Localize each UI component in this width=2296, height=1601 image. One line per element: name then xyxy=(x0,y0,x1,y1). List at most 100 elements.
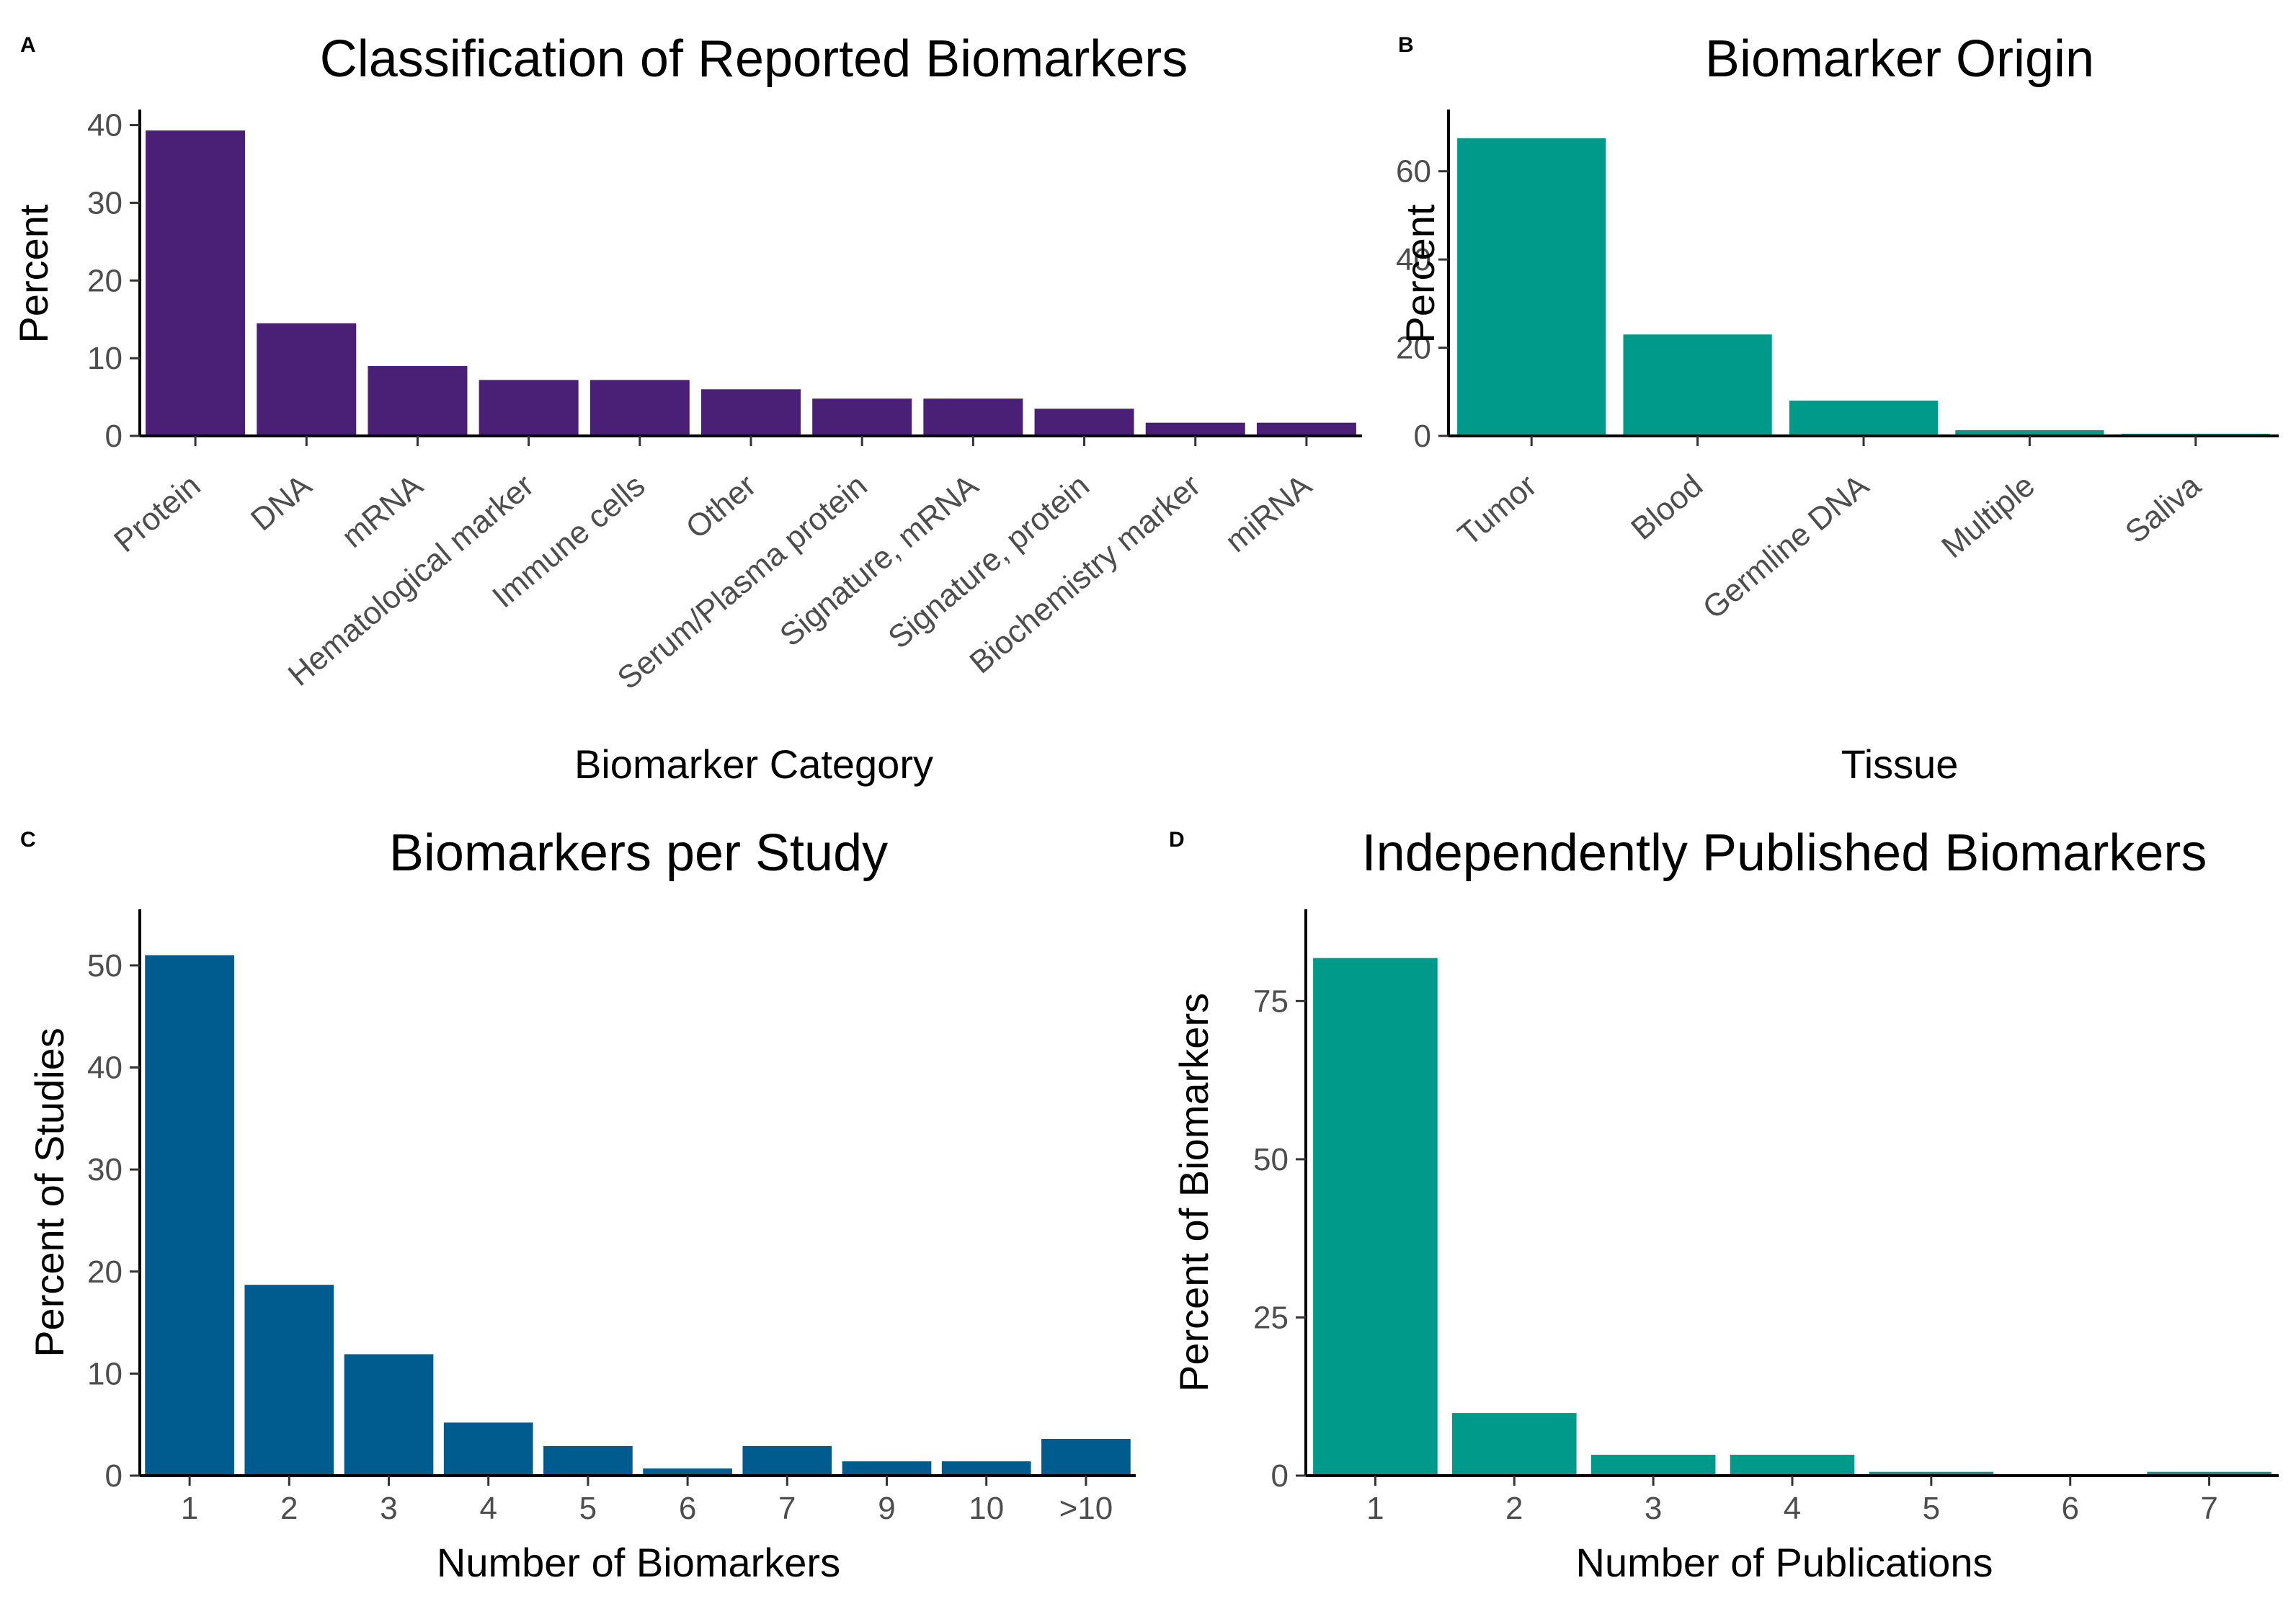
panel-letter: A xyxy=(20,33,36,57)
bar xyxy=(1313,958,1438,1476)
y-tick-label: 25 xyxy=(1253,1300,1289,1335)
bar xyxy=(812,398,912,436)
y-tick-label: 30 xyxy=(87,185,123,220)
bar xyxy=(643,1468,732,1476)
x-tick-label: 7 xyxy=(778,1491,796,1526)
y-tick-label: 20 xyxy=(87,263,123,298)
bar xyxy=(1451,1413,1577,1476)
bar xyxy=(368,365,468,436)
y-axis-title: Percent of Biomarkers xyxy=(1171,993,1216,1392)
bar xyxy=(145,955,234,1476)
y-tick-label: 20 xyxy=(1396,331,1431,366)
y-tick-label: 50 xyxy=(1253,1142,1289,1177)
x-tick-label: Germline DNA xyxy=(1696,468,1876,626)
panel-a: A Classification of Reported Biomarkers 0 1… xyxy=(11,30,1362,787)
y-tick-label: 40 xyxy=(1396,242,1431,277)
x-tick-label: 6 xyxy=(2061,1491,2078,1526)
y-axis-title: Percent xyxy=(1397,204,1443,343)
x-tick-label: 5 xyxy=(579,1491,597,1526)
y-tick-label: 40 xyxy=(87,1051,123,1086)
x-tick-label: Signature, protein xyxy=(881,468,1096,656)
chart-title: Biomarkers per Study xyxy=(389,824,888,882)
bar xyxy=(2147,1471,2271,1476)
bar xyxy=(941,1461,1031,1476)
x-tick-label: Saliva xyxy=(2119,468,2208,550)
bar xyxy=(1590,1455,1716,1476)
x-tick-label: 3 xyxy=(1645,1491,1662,1526)
bar xyxy=(742,1445,832,1476)
y-tick-label: 0 xyxy=(105,419,123,454)
bar xyxy=(1789,401,1939,436)
x-axis-title: Tissue xyxy=(1841,741,1959,787)
x-tick-label: 2 xyxy=(280,1491,298,1526)
y-tick-label: 0 xyxy=(1414,419,1431,454)
y-tick-label: 50 xyxy=(87,948,123,984)
x-tick-label: 9 xyxy=(878,1491,895,1526)
bar xyxy=(1256,422,1356,436)
y-tick-label: 10 xyxy=(87,341,123,376)
y-tick-label: 0 xyxy=(1271,1458,1289,1494)
y-tick-label: 20 xyxy=(87,1254,123,1290)
x-tick-label: 1 xyxy=(1366,1491,1384,1526)
x-tick-label: Signature, mRNA xyxy=(773,468,985,654)
x-tick-label: >10 xyxy=(1059,1491,1113,1526)
chart-title: Classification of Reported Biomarkers xyxy=(320,30,1188,88)
bar xyxy=(1730,1455,1855,1476)
x-axis-title: Number of Publications xyxy=(1576,1540,1993,1585)
x-tick-label: Blood xyxy=(1624,468,1709,547)
x-tick-label: 5 xyxy=(1923,1491,1940,1526)
x-tick-label: 2 xyxy=(1505,1491,1523,1526)
y-axis-title: Percent of Studies xyxy=(27,1027,72,1357)
panel-letter: B xyxy=(1398,33,1414,57)
x-tick-label: Protein xyxy=(107,468,207,559)
y-tick-label: 0 xyxy=(105,1458,123,1494)
x-tick-label: mRNA xyxy=(335,468,430,555)
y-tick-label: 60 xyxy=(1396,154,1431,189)
x-tick-label: 1 xyxy=(181,1491,198,1526)
y-tick-label: 10 xyxy=(87,1356,123,1391)
bar xyxy=(1457,138,1606,437)
x-axis-title: Number of Biomarkers xyxy=(437,1540,840,1585)
bar xyxy=(1955,430,2104,436)
y-tick-label: 75 xyxy=(1253,984,1289,1019)
y-tick-label: 30 xyxy=(87,1152,123,1187)
y-tick-label: 40 xyxy=(87,108,123,143)
bar xyxy=(443,1422,533,1476)
bar xyxy=(1034,409,1134,436)
panel-letter: D xyxy=(1169,828,1185,852)
bar xyxy=(923,398,1023,436)
x-tick-label: 4 xyxy=(1784,1491,1801,1526)
bar xyxy=(543,1445,633,1476)
chart-title: Independently Published Biomarkers xyxy=(1362,824,2207,882)
x-tick-label: 4 xyxy=(479,1491,497,1526)
x-tick-label: 10 xyxy=(969,1491,1004,1526)
panel-letter: C xyxy=(20,828,36,852)
x-tick-label: miRNA xyxy=(1219,468,1319,560)
x-tick-label: DNA xyxy=(244,468,319,538)
bar xyxy=(257,323,357,436)
bar xyxy=(344,1354,434,1476)
x-tick-label: Other xyxy=(680,468,763,545)
bar xyxy=(479,380,579,436)
y-axis-title: Percent xyxy=(11,204,56,343)
panel-c: C Biomarkers per Study 0 10 20 30 40 50 1 2 3 4 5 6 7 9… xyxy=(20,824,1136,1585)
bar xyxy=(1041,1439,1131,1476)
bar xyxy=(589,380,690,436)
panel-b: B Biomarker Origin 0 20 40 60 Tumor BloodGermli… xyxy=(1396,30,2279,787)
x-tick-label: Multiple xyxy=(1935,468,2042,565)
x-axis-title: Biomarker Category xyxy=(574,741,933,787)
x-tick-label: 7 xyxy=(2200,1491,2217,1526)
x-tick-label: Tumor xyxy=(1451,468,1544,553)
bar xyxy=(1869,1471,1994,1476)
bar xyxy=(1623,334,1772,436)
bar xyxy=(842,1461,932,1476)
bar xyxy=(146,130,246,436)
x-tick-label: 6 xyxy=(679,1491,696,1526)
chart-title: Biomarker Origin xyxy=(1705,30,2094,88)
bar xyxy=(1145,422,1245,436)
panel-d: D Independently Published Biomarkers02550… xyxy=(1169,824,2279,1585)
bar xyxy=(701,389,801,436)
x-tick-label: 3 xyxy=(380,1491,397,1526)
bar xyxy=(244,1285,334,1476)
